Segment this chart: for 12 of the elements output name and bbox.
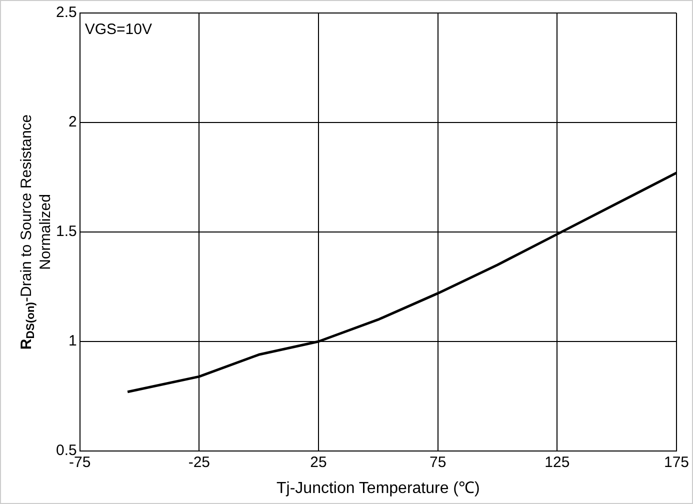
x-tick-label: 75 — [429, 454, 446, 472]
y-tick-label: 1 — [68, 332, 77, 350]
annotation: VGS=10V — [84, 21, 152, 38]
y-tick-label: 2.5 — [56, 4, 77, 22]
y-tick-label: 1.5 — [56, 223, 77, 240]
x-tick-label: -25 — [188, 454, 210, 472]
y-tick-label: 2 — [68, 114, 77, 131]
x-axis-title: Tj-Junction Temperature (℃) — [276, 480, 480, 497]
y-axis-title: RDS(on)-Drain to Source Resistance Normalized — [18, 114, 54, 350]
x-tick-label: 175 — [664, 454, 689, 472]
x-tick-label: 25 — [310, 454, 327, 472]
x-tick-label: 125 — [544, 454, 570, 472]
